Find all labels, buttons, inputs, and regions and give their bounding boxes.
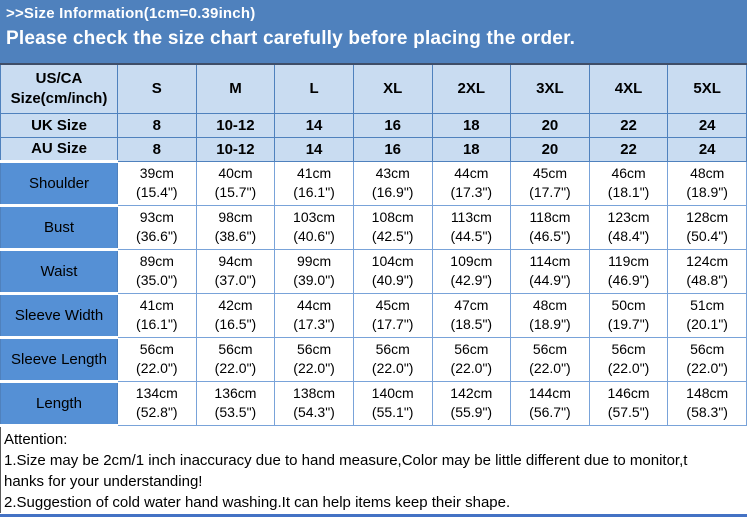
measurement-label: Shoulder	[0, 159, 118, 207]
measurement-cell: 103cm (40.6")	[274, 204, 354, 250]
measurement-cell: 56cm (22.0")	[274, 336, 354, 382]
measurement-cell: 119cm (46.9")	[588, 248, 669, 294]
uk-size-value-cell: 10-12	[195, 112, 276, 138]
size-column-header: L	[274, 63, 354, 114]
measurement-cell: 138cm (54.3")	[274, 380, 354, 426]
uk-size-value-cell: 8	[117, 112, 197, 138]
measurement-cell: 40cm (15.7")	[195, 160, 276, 206]
au-size-value-cell: 8	[117, 136, 197, 162]
size-column-header: 3XL	[510, 63, 590, 114]
size-column-header: M	[195, 63, 276, 114]
measurement-cell: 56cm (22.0")	[510, 336, 590, 382]
measurement-label: Length	[0, 379, 118, 427]
measurement-cell: 41cm (16.1")	[117, 292, 197, 338]
uk-size-value-cell: 14	[274, 112, 354, 138]
attention-notes: Attention: 1.Size may be 2cm/1 inch inac…	[0, 426, 747, 513]
measurement-cell: 140cm (55.1")	[352, 380, 433, 426]
uk-size-value-cell: 18	[431, 112, 512, 138]
measurement-cell: 56cm (22.0")	[431, 336, 512, 382]
size-column-header: S	[117, 63, 197, 114]
measurement-cell: 142cm (55.9")	[431, 380, 512, 426]
size-column-header: 5XL	[667, 63, 747, 114]
measurement-cell: 51cm (20.1")	[667, 292, 747, 338]
attention-heading: Attention:	[4, 430, 68, 448]
au-size-value-cell: 18	[431, 136, 512, 162]
measurement-label: Sleeve Length	[0, 335, 118, 383]
size-column-header: 4XL	[588, 63, 669, 114]
corner-header-cell: US/CA Size(cm/inch)	[0, 63, 118, 114]
measurement-cell: 114cm (44.9")	[510, 248, 590, 294]
measurement-cell: 48cm (18.9")	[510, 292, 590, 338]
measurement-cell: 56cm (22.0")	[117, 336, 197, 382]
measurement-cell: 39cm (15.4")	[117, 160, 197, 206]
measurement-cell: 113cm (44.5")	[431, 204, 512, 250]
measurement-cell: 46cm (18.1")	[588, 160, 669, 206]
measurement-label: Waist	[0, 247, 118, 295]
au-size-value-cell: 22	[588, 136, 669, 162]
measurement-cell: 89cm (35.0")	[117, 248, 197, 294]
measurement-cell: 136cm (53.5")	[195, 380, 276, 426]
measurement-cell: 144cm (56.7")	[510, 380, 590, 426]
banner-title: >>Size Information(1cm=0.39inch)	[6, 5, 256, 22]
measurement-cell: 98cm (38.6")	[195, 204, 276, 250]
measurement-cell: 43cm (16.9")	[352, 160, 433, 206]
uk-size-value-cell: 22	[588, 112, 669, 138]
measurement-cell: 45cm (17.7")	[510, 160, 590, 206]
measurement-cell: 56cm (22.0")	[667, 336, 747, 382]
au-size-value-cell: 16	[352, 136, 433, 162]
size-column-header: 2XL	[431, 63, 512, 114]
measurement-cell: 146cm (57.5")	[588, 380, 669, 426]
measurement-cell: 124cm (48.8")	[667, 248, 747, 294]
measurement-cell: 94cm (37.0")	[195, 248, 276, 294]
measurement-cell: 48cm (18.9")	[667, 160, 747, 206]
measurement-cell: 109cm (42.9")	[431, 248, 512, 294]
measurement-cell: 118cm (46.5")	[510, 204, 590, 250]
measurement-cell: 56cm (22.0")	[588, 336, 669, 382]
banner-subtitle: Please check the size chart carefully be…	[6, 28, 576, 49]
measurement-cell: 128cm (50.4")	[667, 204, 747, 250]
attention-note-2: 2.Suggestion of cold water hand washing.…	[4, 493, 511, 511]
measurement-cell: 45cm (17.7")	[352, 292, 433, 338]
au-size-row-label: AU Size	[0, 136, 118, 162]
measurement-cell: 104cm (40.9")	[352, 248, 433, 294]
size-chart-table: US/CA Size(cm/inch) S M L XL 2XL 3XL 4XL 5XL UK Si…	[0, 63, 747, 427]
measurement-cell: 56cm (22.0")	[195, 336, 276, 382]
au-size-value-cell: 14	[274, 136, 354, 162]
size-info-banner: >>Size Information(1cm=0.39inch) Please …	[0, 0, 747, 63]
measurement-cell: 99cm (39.0")	[274, 248, 354, 294]
measurement-cell: 50cm (19.7")	[588, 292, 669, 338]
measurement-cell: 41cm (16.1")	[274, 160, 354, 206]
measurement-label: Sleeve Width	[0, 291, 118, 339]
measurement-label: Bust	[0, 203, 118, 251]
uk-size-value-cell: 20	[510, 112, 590, 138]
measurement-cell: 123cm (48.4")	[588, 204, 669, 250]
measurement-cell: 93cm (36.6")	[117, 204, 197, 250]
measurement-cell: 148cm (58.3")	[667, 380, 747, 426]
measurement-cell: 134cm (52.8")	[117, 380, 197, 426]
size-column-header: XL	[352, 63, 433, 114]
measurement-cell: 47cm (18.5")	[431, 292, 512, 338]
measurement-cell: 44cm (17.3")	[431, 160, 512, 206]
uk-size-row-label: UK Size	[0, 112, 118, 138]
au-size-value-cell: 10-12	[195, 136, 276, 162]
attention-note-1b: hanks for your understanding!	[4, 472, 203, 490]
measurement-cell: 56cm (22.0")	[352, 336, 433, 382]
au-size-value-cell: 20	[510, 136, 590, 162]
uk-size-value-cell: 24	[667, 112, 747, 138]
measurement-cell: 108cm (42.5")	[352, 204, 433, 250]
uk-size-value-cell: 16	[352, 112, 433, 138]
attention-note-1a: 1.Size may be 2cm/1 inch inaccuracy due …	[4, 451, 688, 469]
au-size-value-cell: 24	[667, 136, 747, 162]
measurement-cell: 44cm (17.3")	[274, 292, 354, 338]
measurement-cell: 42cm (16.5")	[195, 292, 276, 338]
